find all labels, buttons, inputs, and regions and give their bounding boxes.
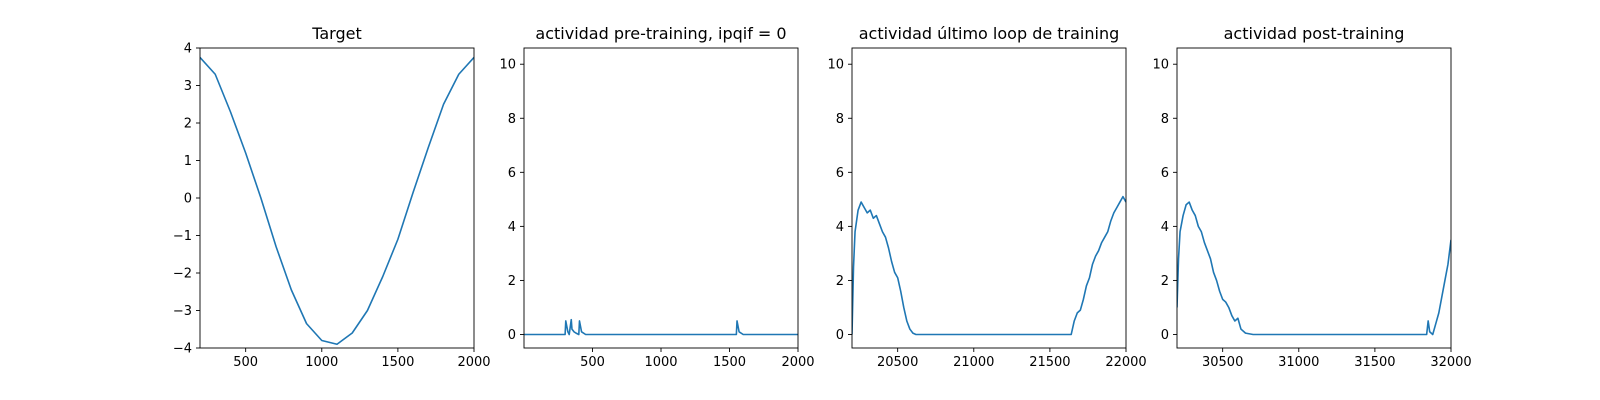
x-tick-label: 500	[233, 355, 258, 370]
axes-frame	[851, 47, 1127, 349]
axes-frame	[199, 47, 475, 349]
x-tick-label: 500	[580, 355, 605, 370]
y-tick-label: 2	[508, 274, 516, 289]
y-tick-label: 0	[508, 328, 516, 343]
y-tick-label: −2	[173, 267, 192, 282]
chart-panel-2: actividad pre-training, ipqif = 0 500 1000…	[499, 24, 814, 370]
y-tick-label: −4	[173, 342, 192, 357]
x-tick-label: 22000	[1105, 355, 1146, 370]
series-line-1	[200, 56, 474, 346]
x-tick-label: 1500	[381, 355, 414, 370]
y-tick-label: 0	[184, 192, 192, 207]
x-tick-label: 31000	[1278, 355, 1319, 370]
series-line-1	[1177, 201, 1451, 336]
x-tick-label: 1500	[713, 355, 746, 370]
y-tick-label: −3	[173, 304, 192, 319]
x-tick-label: 32000	[1430, 355, 1471, 370]
axes-frame	[1176, 47, 1452, 349]
y-tick-label: −1	[173, 229, 192, 244]
x-tick-label: 21000	[953, 355, 994, 370]
y-tick-label: 3	[184, 79, 192, 94]
y-tick-label: 8	[1161, 112, 1169, 127]
x-tick-label: 2000	[781, 355, 814, 370]
y-tick-label: 4	[836, 220, 844, 235]
x-tick-label: 31500	[1354, 355, 1395, 370]
y-tick-label: 4	[1161, 220, 1169, 235]
y-tick-label: 10	[1152, 58, 1169, 73]
y-tick-label: 0	[836, 328, 844, 343]
y-tick-label: 8	[836, 112, 844, 127]
y-tick-label: 10	[827, 58, 844, 73]
chart-title: actividad post-training	[1224, 24, 1405, 43]
series-line-1	[524, 318, 798, 336]
chart-title: actividad último loop de training	[859, 24, 1120, 43]
x-tick-label: 30500	[1202, 355, 1243, 370]
y-tick-label: 2	[836, 274, 844, 289]
axes-frame	[523, 47, 799, 349]
y-tick-label: 6	[508, 166, 516, 181]
chart-panel-4: actividad post-training 30500 31000 31500 32…	[1152, 24, 1471, 370]
chart-title: actividad pre-training, ipqif = 0	[535, 24, 786, 43]
y-tick-label: 1	[184, 154, 192, 169]
y-tick-label: 2	[1161, 274, 1169, 289]
x-tick-label: 20500	[877, 355, 918, 370]
chart-title: Target	[311, 24, 362, 43]
y-tick-label: 2	[184, 117, 192, 132]
y-tick-label: 6	[1161, 166, 1169, 181]
y-tick-label: 0	[1161, 328, 1169, 343]
y-tick-label: 4	[184, 42, 192, 57]
x-tick-label: 21500	[1029, 355, 1070, 370]
x-tick-label: 1000	[305, 355, 338, 370]
x-tick-label: 2000	[457, 355, 490, 370]
x-tick-label: 1000	[644, 355, 677, 370]
y-tick-label: 4	[508, 220, 516, 235]
y-tick-label: 6	[836, 166, 844, 181]
series-line-1	[852, 195, 1126, 336]
y-tick-label: 10	[499, 58, 516, 73]
chart-panel-1: Target 500 1000 1500 2000 −4 −3 −2 −1 0 1 2 3 4	[173, 24, 491, 370]
y-tick-label: 8	[508, 112, 516, 127]
